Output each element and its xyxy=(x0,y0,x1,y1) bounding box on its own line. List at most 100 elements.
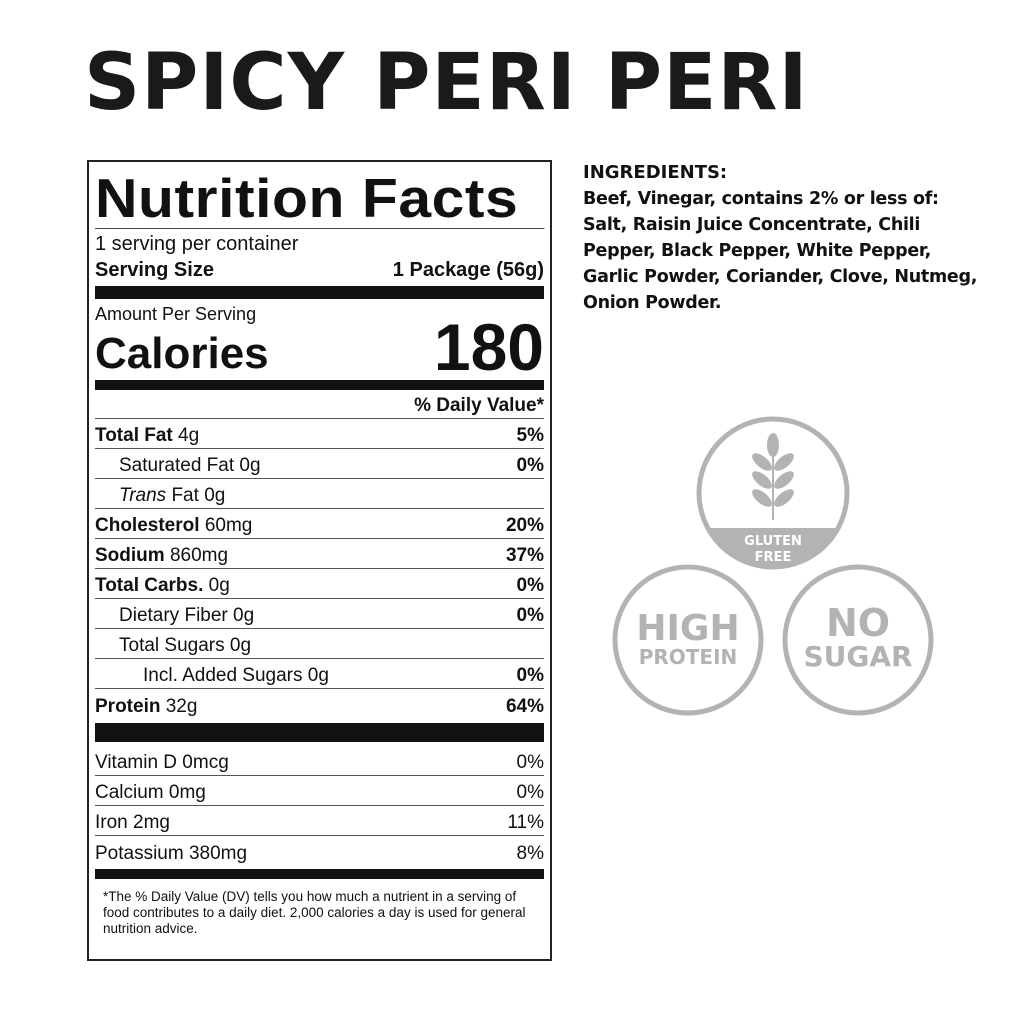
serving-size-row: Serving Size 1 Package (56g) xyxy=(95,257,544,283)
nutrient-row: Total Sugars 0g xyxy=(95,629,544,659)
vitamin-row: Vitamin D 0mcg 0% xyxy=(95,746,544,776)
nutrient-row: Dietary Fiber 0g 0% xyxy=(95,599,544,629)
nutrient-row: Total Fat 4g 5% xyxy=(95,419,544,449)
nutrient-daily-value: 0% xyxy=(516,575,544,596)
calories-row: Calories 180 xyxy=(95,314,544,380)
nutrition-facts-title: Nutrition Facts xyxy=(95,168,545,229)
nutrient-amount: 60mg xyxy=(204,515,253,536)
nutrient-name: Cholesterol xyxy=(95,515,200,536)
nutrient-amount: 32g xyxy=(165,696,198,717)
nutrient-row: Sodium 860mg 37% xyxy=(95,539,544,569)
badges: GLUTEN FREE HIGH PROTEIN NO SUGAR xyxy=(612,416,934,716)
medium-divider xyxy=(95,380,544,390)
ingredients-heading: INGREDIENTS: xyxy=(583,162,728,183)
no-sugar-line1: NO xyxy=(826,601,890,645)
nutrient-name: Total Carbs. xyxy=(95,575,204,596)
vitamin-amount: 0mcg xyxy=(182,752,229,773)
nutrient-daily-value: 64% xyxy=(505,696,544,717)
nutrient-name-amount: Cholesterol 60mg xyxy=(95,515,252,537)
nutrient-name-amount: Incl. Added Sugars 0g xyxy=(95,665,329,687)
vitamin-daily-value: 8% xyxy=(516,843,544,864)
nutrient-name: Incl. Added Sugars xyxy=(143,665,303,686)
nutrient-name: Total Fat xyxy=(95,425,173,446)
footnote: *The % Daily Value (DV) tells you how mu… xyxy=(103,889,526,936)
nutrient-row: Protein 32g 64% xyxy=(95,689,544,719)
nutrient-amount: 0g xyxy=(307,665,329,686)
nutrient-row: Cholesterol 60mg 20% xyxy=(95,509,544,539)
calories-value: 180 xyxy=(433,310,544,384)
nutrient-name: Trans xyxy=(119,485,167,506)
nutrient-row: Saturated Fat 0g 0% xyxy=(95,449,544,479)
vitamin-name: Calcium xyxy=(95,782,164,803)
nutrient-name-amount: Saturated Fat 0g xyxy=(95,455,261,477)
gluten-free-line2: FREE xyxy=(755,550,792,565)
nutrient-daily-value: 5% xyxy=(516,425,544,446)
vitamin-row: Iron 2mg 11% xyxy=(95,806,544,836)
serving-size-value: 1 Package (56g) xyxy=(392,259,544,281)
nutrient-daily-value: 0% xyxy=(516,455,544,476)
product-title: SPICY PERI PERI xyxy=(84,38,809,128)
vitamin-daily-value: 0% xyxy=(516,752,544,773)
nutrient-amount: 0g xyxy=(204,485,226,506)
vitamin-name-amount: Calcium 0mg xyxy=(95,782,206,804)
nutrient-name-suffix: Fat xyxy=(171,485,199,506)
vitamin-amount: 0mg xyxy=(168,782,206,803)
nutrient-daily-value: 37% xyxy=(505,545,544,566)
gluten-free-badge: GLUTEN FREE xyxy=(696,416,850,570)
wheat-icon xyxy=(752,433,794,520)
vitamin-row: Potassium 380mg 8% xyxy=(95,836,544,866)
vitamin-amount: 2mg xyxy=(133,812,170,833)
high-protein-badge: HIGH PROTEIN xyxy=(612,564,764,716)
nutrient-amount: 0g xyxy=(208,575,230,596)
vitamin-name-amount: Potassium 380mg xyxy=(95,843,247,865)
amount-per-serving: Amount Per Serving xyxy=(95,303,544,325)
calories-label: Calories xyxy=(95,329,269,378)
vitamin-name: Vitamin D xyxy=(95,752,178,773)
nutrient-name: Sodium xyxy=(95,545,165,566)
thick-divider xyxy=(95,723,544,742)
vitamin-daily-value: 0% xyxy=(516,782,544,803)
daily-value-header: % Daily Value* xyxy=(414,395,544,416)
servings-text: 1 serving per container xyxy=(95,233,299,255)
vitamin-list: Vitamin D 0mcg 0% Calcium 0mg 0% Iron 2mg 11%… xyxy=(95,746,544,866)
nutrient-name-amount: Dietary Fiber 0g xyxy=(95,605,254,627)
vitamin-daily-value: 11% xyxy=(507,812,544,833)
medium-divider xyxy=(95,869,544,879)
daily-value-header-row: % Daily Value* xyxy=(95,390,544,419)
serving-size-label: Serving Size xyxy=(95,259,214,281)
vitamin-amount: 380mg xyxy=(188,843,248,864)
nutrient-daily-value: 0% xyxy=(516,605,544,626)
nutrient-name: Dietary Fiber xyxy=(119,605,228,626)
nutrient-name-amount: Total Sugars 0g xyxy=(95,635,251,657)
ingredients-panel: INGREDIENTS: Beef, Vinegar, contains 2% … xyxy=(583,160,983,316)
high-protein-line2: PROTEIN xyxy=(639,645,738,669)
nutrient-name-amount: Protein 32g xyxy=(95,696,197,718)
nutrient-amount: 4g xyxy=(178,425,200,446)
nutrient-name-amount: Sodium 860mg xyxy=(95,545,228,567)
nutrient-row: Trans Fat 0g xyxy=(95,479,544,509)
servings-per-container: 1 serving per container xyxy=(95,231,544,257)
ingredients-text: Beef, Vinegar, contains 2% or less of: S… xyxy=(583,189,978,313)
nutrient-amount: 0g xyxy=(233,605,255,626)
vitamin-row: Calcium 0mg 0% xyxy=(95,776,544,806)
no-sugar-badge: NO SUGAR xyxy=(782,564,934,716)
nutrient-name: Total Sugars xyxy=(119,635,225,656)
nutrient-daily-value: 20% xyxy=(505,515,544,536)
nutrient-row: Total Carbs. 0g 0% xyxy=(95,569,544,599)
nutrient-list: Total Fat 4g 5% Saturated Fat 0g 0% Trans Fa… xyxy=(95,419,544,719)
nutrient-name-amount: Total Carbs. 0g xyxy=(95,575,230,597)
nutrient-amount: 0g xyxy=(229,635,252,656)
nutrient-name: Saturated Fat xyxy=(119,455,235,476)
nutrient-name: Protein xyxy=(95,696,161,717)
no-sugar-line2: SUGAR xyxy=(803,640,912,673)
vitamin-name: Iron xyxy=(95,812,128,833)
thick-divider xyxy=(95,286,544,299)
nutrition-facts-label: Nutrition Facts 1 serving per container … xyxy=(87,160,552,961)
nutrient-name-amount: Total Fat 4g xyxy=(95,425,199,447)
nutrient-name-amount: Trans Fat 0g xyxy=(95,485,225,507)
vitamin-name: Potassium xyxy=(95,843,184,864)
nutrient-amount: 0g xyxy=(239,455,261,476)
gluten-free-line1: GLUTEN xyxy=(744,534,802,549)
nutrient-amount: 860mg xyxy=(169,545,229,566)
high-protein-line1: HIGH xyxy=(636,608,739,649)
